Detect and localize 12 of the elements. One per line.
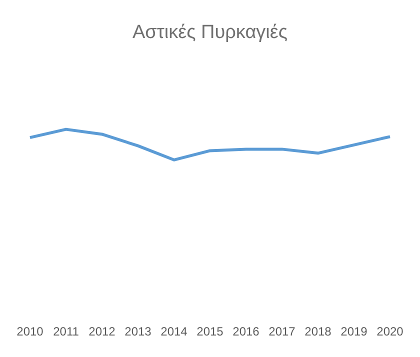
x-tick-label: 2012 [88, 324, 116, 339]
x-tick-label: 2018 [304, 324, 332, 339]
x-tick-label: 2019 [340, 324, 368, 339]
x-tick-label: 2016 [232, 324, 260, 339]
x-tick-label: 2020 [376, 324, 404, 339]
x-tick-label: 2014 [160, 324, 188, 339]
x-tick-label: 2010 [16, 324, 44, 339]
x-tick-label: 2015 [196, 324, 224, 339]
chart-title: Αστικές Πυρκαγιές [131, 21, 289, 45]
x-tick-label: 2017 [268, 324, 296, 339]
x-tick-label: 2011 [53, 324, 80, 339]
x-tick-label: 2013 [124, 324, 152, 339]
